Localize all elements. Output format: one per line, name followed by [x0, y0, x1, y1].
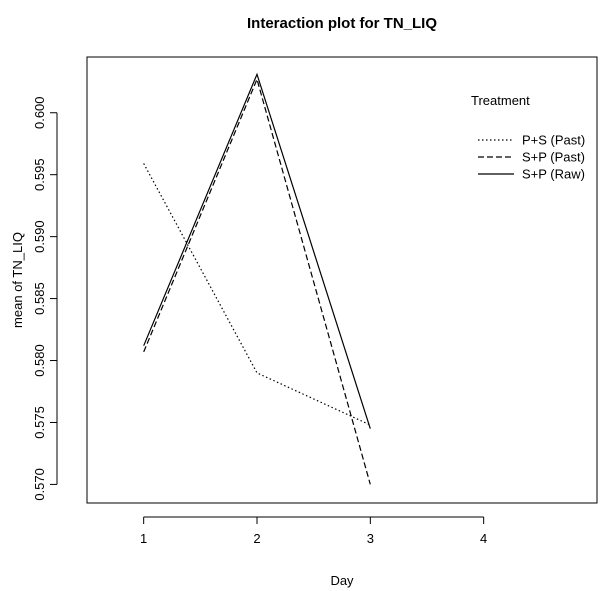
plot-frame	[86, 56, 598, 504]
x-axis-label: Day	[330, 573, 354, 588]
x-tick-label: 4	[480, 531, 487, 546]
series-line-3	[143, 72, 371, 429]
y-axis-label: mean of TN_LIQ	[10, 232, 25, 328]
series-lines	[143, 72, 371, 485]
x-tick-label: 1	[140, 531, 147, 546]
y-tick-label: 0.590	[32, 220, 47, 253]
series-line-2	[143, 77, 371, 485]
y-tick-label: 0.595	[32, 158, 47, 191]
y-axis: 0.570 0.575 0.580 0.585 0.590 0.595 0.600	[32, 96, 58, 501]
y-tick-label: 0.575	[32, 406, 47, 439]
y-tick-label: 0.580	[32, 344, 47, 377]
legend-items: P+S (Past) S+P (Past) S+P (Raw)	[478, 133, 585, 182]
legend-label-2: S+P (Past)	[522, 150, 585, 165]
legend-title: Treatment	[471, 93, 530, 108]
legend: Treatment P+S (Past) S+P (Past) S+P (Raw)	[471, 93, 585, 182]
y-tick-label: 0.585	[32, 282, 47, 315]
legend-label-3: S+P (Raw)	[522, 167, 585, 182]
y-tick-label: 0.600	[32, 96, 47, 129]
legend-label-1: P+S (Past)	[522, 133, 585, 148]
chart-title: Interaction plot for TN_LIQ	[247, 15, 437, 32]
x-tick-label: 3	[367, 531, 374, 546]
y-tick-label: 0.570	[32, 468, 47, 501]
x-tick-label: 2	[253, 531, 260, 546]
series-line-1	[143, 163, 371, 426]
x-axis: 1 2 3 4	[140, 516, 487, 546]
